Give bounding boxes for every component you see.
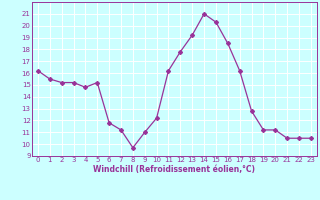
X-axis label: Windchill (Refroidissement éolien,°C): Windchill (Refroidissement éolien,°C) bbox=[93, 165, 255, 174]
